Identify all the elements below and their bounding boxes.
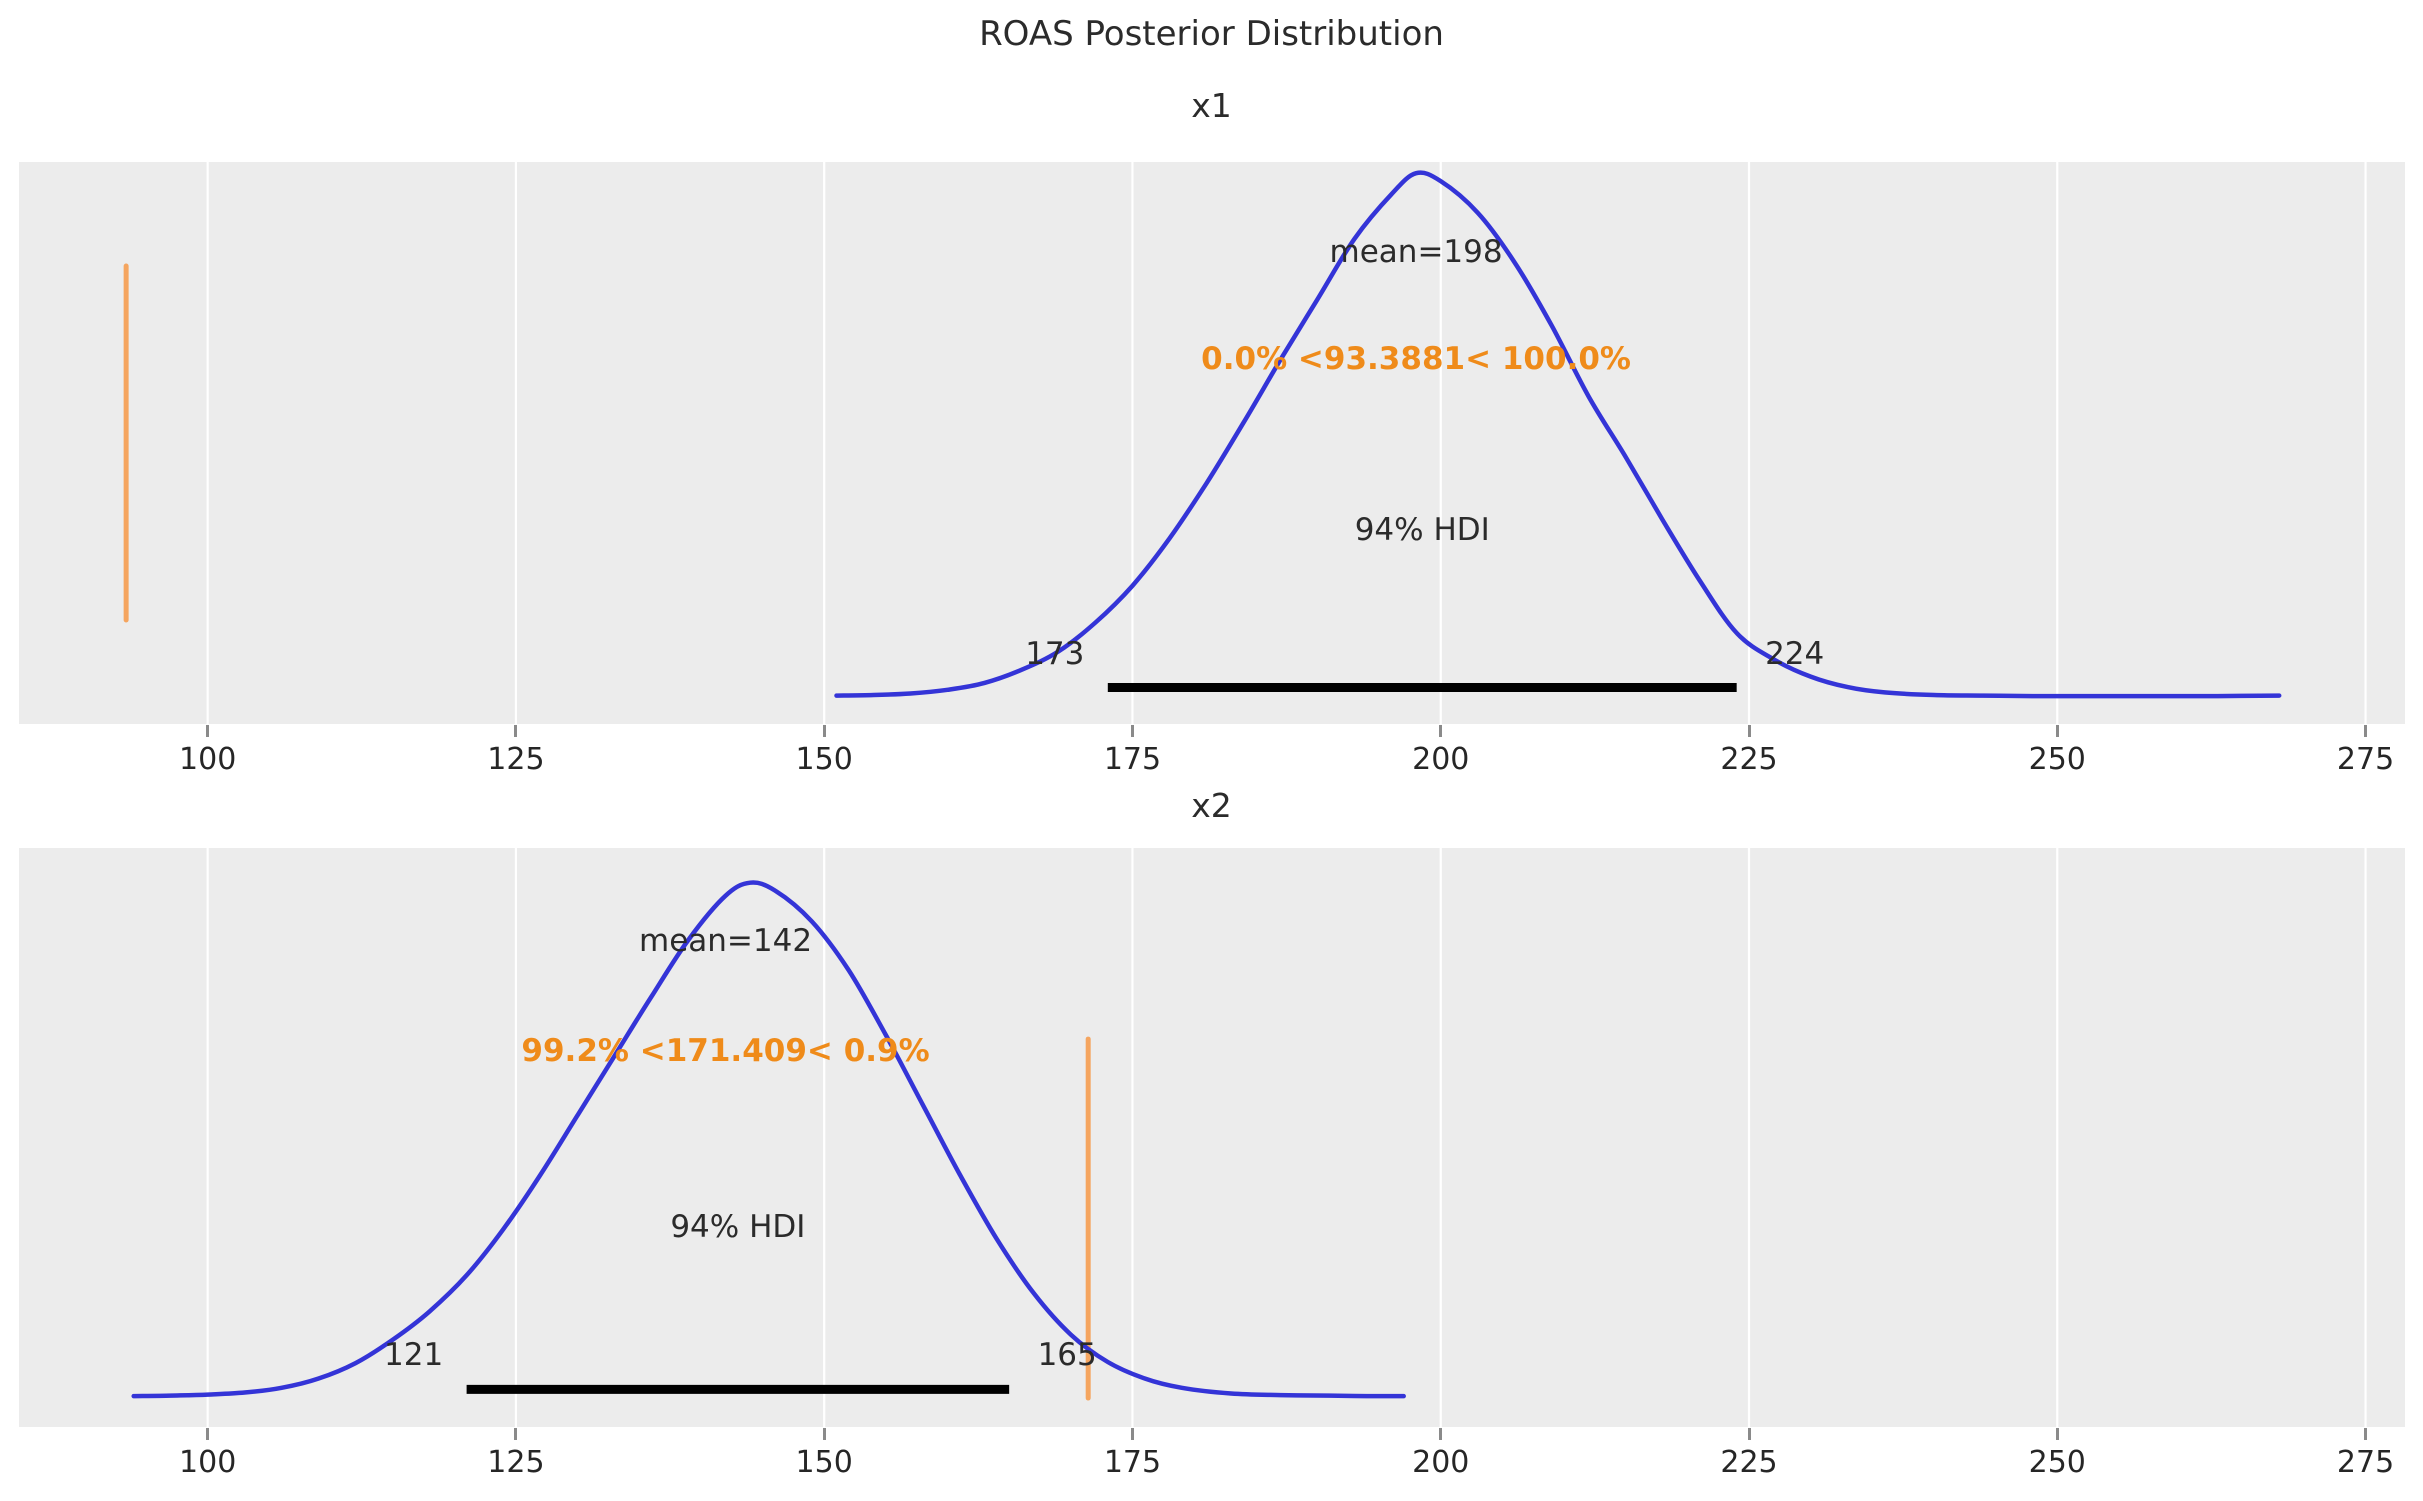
ref-value-label: 99.2% <171.409< 0.9% <box>521 1032 930 1069</box>
hdi-high-label: 165 <box>1037 1337 1097 1374</box>
ref-value-label: 0.0% <93.3881< 100.0% <box>1201 340 1631 377</box>
hdi-high-label: 224 <box>1765 636 1825 673</box>
x-tick-mark <box>206 1428 210 1440</box>
plot-area-x1: mean=198 0.0% <93.3881< 100.0% 94% HDI 1… <box>19 162 2405 724</box>
x-tick-label: 225 <box>1720 742 1778 777</box>
x-tick-mark <box>2364 1428 2368 1440</box>
kde-chart-x1 <box>123 162 2367 724</box>
x-tick-mark <box>2364 725 2368 737</box>
x-tick-label: 275 <box>2336 1445 2395 1480</box>
hdi-low-label: 121 <box>384 1337 444 1374</box>
figure-title: ROAS Posterior Distribution <box>979 14 1444 54</box>
x-tick-mark <box>2055 725 2059 737</box>
x-tick-label: 200 <box>1412 742 1470 777</box>
x-tick-mark <box>1439 1428 1443 1440</box>
x-tick-mark <box>1439 725 1443 737</box>
x-tick-label: 125 <box>487 742 545 777</box>
x-tick-mark <box>822 725 826 737</box>
x-tick-mark <box>1747 1428 1751 1440</box>
x-tick-label: 125 <box>487 1445 545 1480</box>
mean-label: mean=198 <box>1329 233 1503 270</box>
plot-area-x2: mean=142 99.2% <171.409< 0.9% 94% HDI 12… <box>19 848 2405 1427</box>
x-tick-label: 150 <box>795 742 853 777</box>
x-tick-label: 200 <box>1412 1445 1470 1480</box>
hdi-low-label: 173 <box>1025 636 1085 673</box>
subplot-title-x1: x1 <box>1191 86 1232 125</box>
x-tick-mark <box>1130 1428 1134 1440</box>
x-tick-mark <box>1130 725 1134 737</box>
x-tick-label: 225 <box>1720 1445 1778 1480</box>
mean-label: mean=142 <box>639 922 813 959</box>
x-tick-mark <box>514 1428 518 1440</box>
x-tick-mark <box>1747 725 1751 737</box>
x-tick-mark <box>2055 1428 2059 1440</box>
kde-curve <box>131 880 1406 1399</box>
x-tick-label: 100 <box>179 1445 237 1480</box>
x-tick-mark <box>822 1428 826 1440</box>
x-tick-label: 275 <box>2336 742 2395 777</box>
x-tick-label: 175 <box>1103 742 1162 777</box>
subplot-title-x2: x2 <box>1191 786 1232 825</box>
x-tick-label: 250 <box>2028 742 2086 777</box>
x-tick-label: 250 <box>2028 1445 2086 1480</box>
x-tick-label: 100 <box>179 742 237 777</box>
kde-curve <box>834 170 2282 699</box>
hdi-label: 94% HDI <box>670 1209 806 1246</box>
x-tick-mark <box>206 725 210 737</box>
x-tick-label: 175 <box>1103 1445 1162 1480</box>
x-tick-label: 150 <box>795 1445 853 1480</box>
hdi-label: 94% HDI <box>1354 512 1490 549</box>
x-axis-x1: 100 125 150 175 200 225 250 275 <box>19 724 2405 796</box>
x-tick-mark <box>514 725 518 737</box>
x-axis-x2: 100 125 150 175 200 225 250 275 <box>19 1427 2405 1499</box>
kde-chart-x2 <box>131 848 2367 1427</box>
